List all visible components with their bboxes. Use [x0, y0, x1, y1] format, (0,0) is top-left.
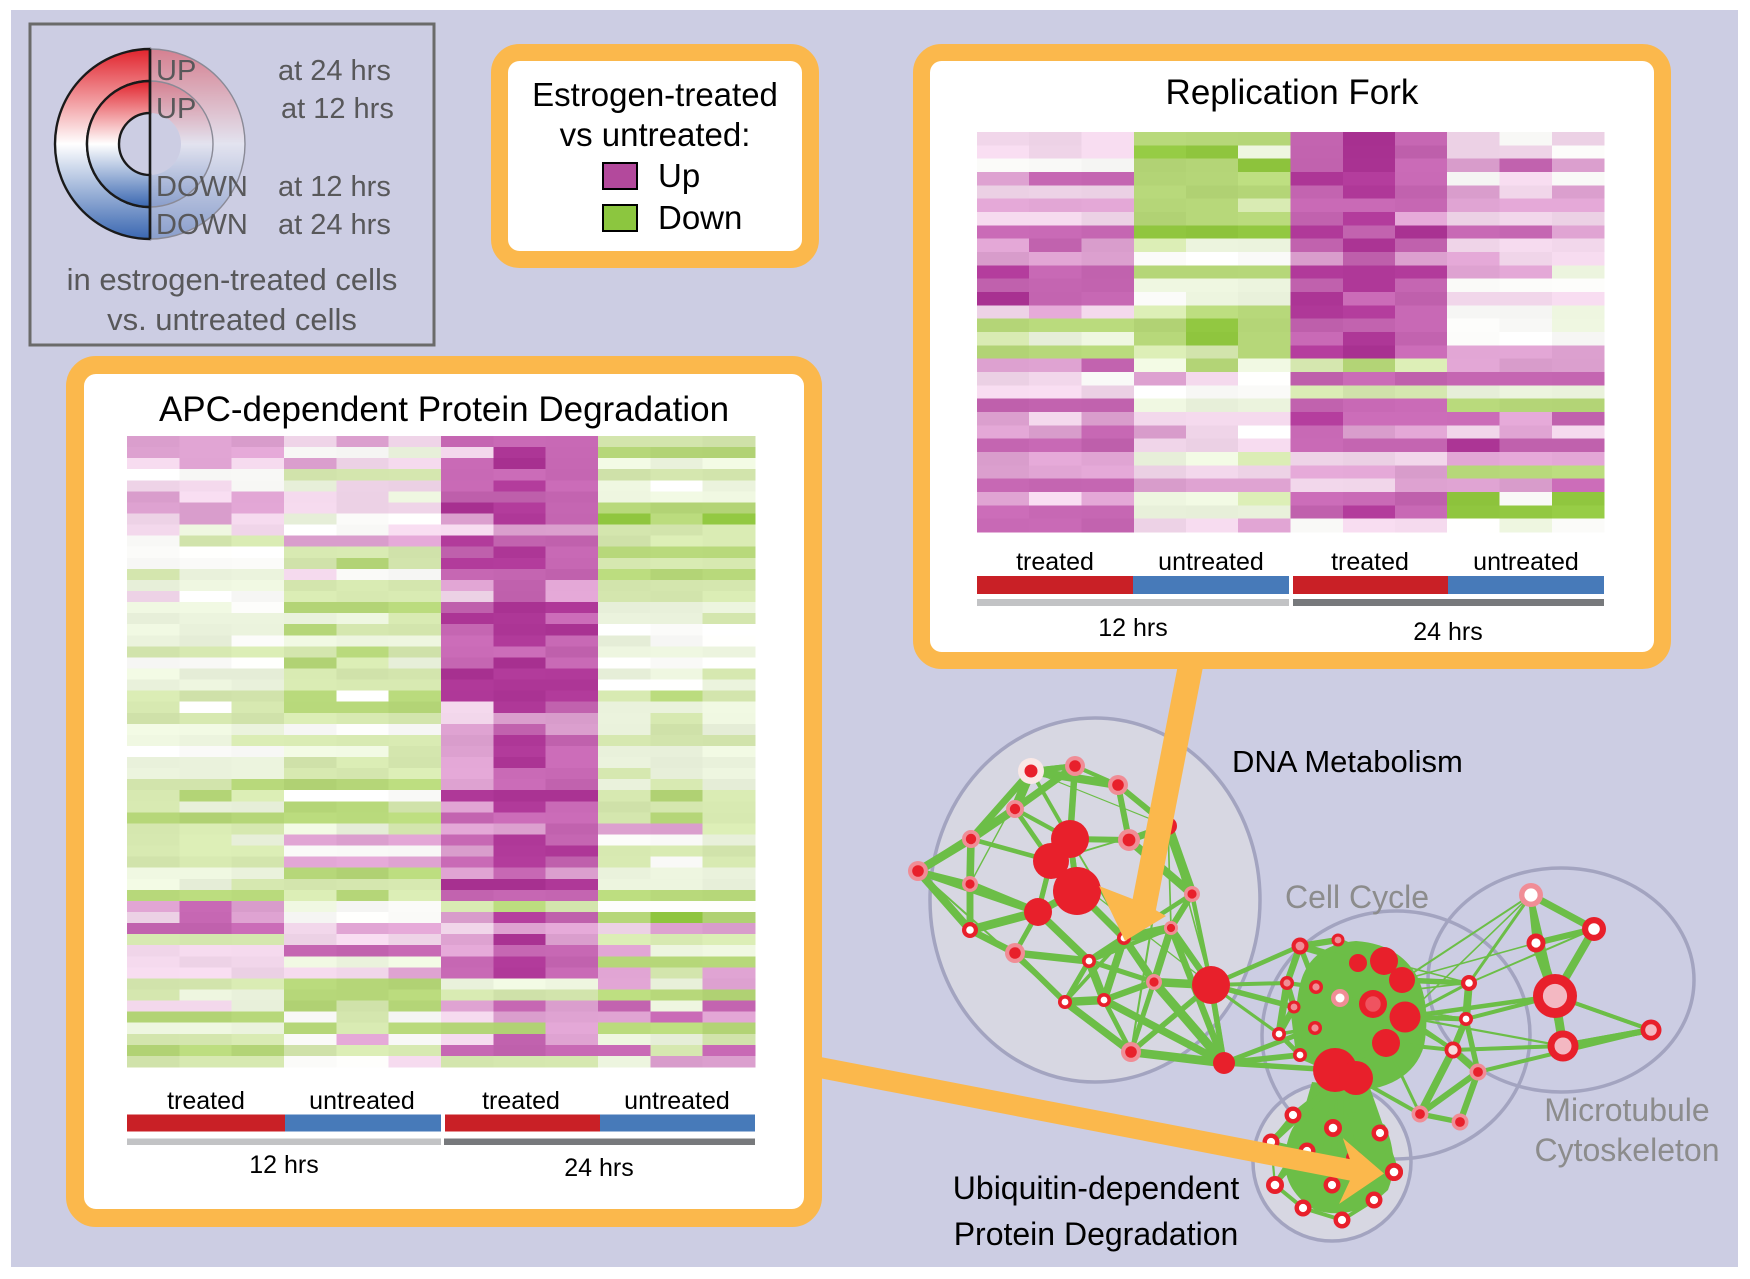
svg-text:Estrogen-treated: Estrogen-treated [532, 76, 778, 113]
svg-text:Up: Up [658, 157, 700, 194]
svg-text:12 hrs: 12 hrs [249, 1151, 318, 1179]
svg-text:untreated: untreated [1473, 548, 1579, 576]
svg-text:treated: treated [1331, 548, 1409, 576]
svg-text:DOWN: DOWN [156, 209, 248, 241]
svg-text:untreated: untreated [309, 1087, 415, 1115]
svg-text:at 12 hrs: at 12 hrs [278, 171, 391, 203]
svg-text:at 12 hrs: at 12 hrs [281, 93, 394, 125]
svg-text:24 hrs: 24 hrs [1413, 618, 1482, 646]
svg-text:treated: treated [167, 1087, 245, 1115]
svg-text:treated: treated [482, 1087, 560, 1115]
svg-text:APC-dependent Protein Degradat: APC-dependent Protein Degradation [159, 390, 729, 429]
svg-text:treated: treated [1016, 548, 1094, 576]
svg-text:untreated: untreated [624, 1087, 730, 1115]
svg-text:12 hrs: 12 hrs [1098, 614, 1167, 642]
svg-text:DNA Metabolism: DNA Metabolism [1232, 744, 1463, 779]
svg-text:Replication Fork: Replication Fork [1166, 73, 1419, 112]
svg-text:in estrogen-treated cells: in estrogen-treated cells [67, 262, 398, 297]
svg-text:Down: Down [658, 199, 742, 236]
svg-text:Ubiquitin-dependent: Ubiquitin-dependent [953, 1170, 1240, 1206]
svg-text:at 24 hrs: at 24 hrs [278, 55, 391, 87]
svg-text:at 24 hrs: at 24 hrs [278, 209, 391, 241]
svg-text:UP: UP [156, 93, 196, 125]
svg-text:Microtubule: Microtubule [1544, 1092, 1709, 1128]
svg-text:Cell Cycle: Cell Cycle [1285, 879, 1429, 915]
svg-text:DOWN: DOWN [156, 171, 248, 203]
svg-text:UP: UP [156, 55, 196, 87]
svg-text:vs untreated:: vs untreated: [560, 116, 751, 153]
svg-text:Protein Degradation: Protein Degradation [954, 1216, 1239, 1252]
svg-text:Cytoskeleton: Cytoskeleton [1535, 1132, 1720, 1168]
svg-text:untreated: untreated [1158, 548, 1264, 576]
svg-text:vs. untreated cells: vs. untreated cells [107, 302, 357, 337]
svg-text:24 hrs: 24 hrs [564, 1154, 633, 1182]
